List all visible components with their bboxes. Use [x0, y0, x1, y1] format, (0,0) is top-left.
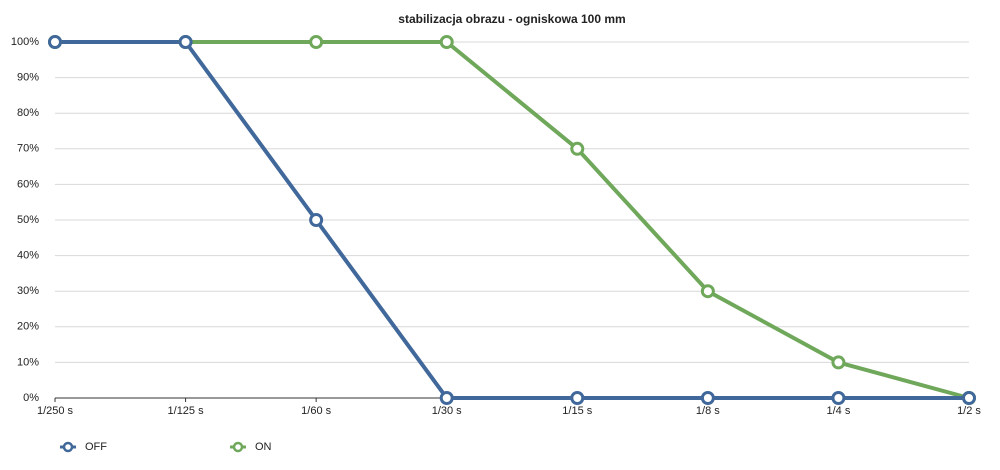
- legend-label: ON: [255, 441, 272, 453]
- y-tick-label: 70%: [17, 143, 39, 155]
- x-tick-label: 1/125 s: [168, 405, 205, 417]
- data-point: [178, 35, 193, 49]
- data-point: [962, 391, 976, 405]
- y-tick-label: 20%: [17, 321, 39, 333]
- y-tick-label: 0%: [23, 392, 39, 404]
- data-point: [700, 284, 715, 299]
- y-tick-label: 30%: [17, 285, 39, 297]
- x-tick-label: 1/8 s: [696, 405, 720, 417]
- x-tick-label: 1/2 s: [957, 405, 981, 417]
- data-point: [570, 141, 585, 156]
- data-point: [309, 213, 324, 227]
- data-point: [439, 35, 454, 49]
- x-tick-label: 1/15 s: [562, 405, 592, 417]
- series-line: [55, 40, 969, 400]
- y-tick-label: 60%: [17, 178, 39, 190]
- data-point: [831, 355, 846, 370]
- data-point: [48, 35, 62, 49]
- y-tick-label: 40%: [17, 250, 39, 262]
- data-point: [831, 391, 846, 405]
- data-point: [700, 391, 715, 405]
- x-tick-label: 1/30 s: [432, 405, 462, 417]
- data-point: [570, 391, 585, 405]
- y-tick-label: 10%: [17, 356, 39, 368]
- data-point: [439, 391, 454, 405]
- chart-title: stabilizacja obrazu - ogniskowa 100 mm: [398, 12, 625, 26]
- legend-label: OFF: [85, 441, 107, 453]
- y-tick-label: 80%: [17, 107, 39, 119]
- data-point: [309, 35, 324, 49]
- y-tick-label: 50%: [17, 214, 39, 226]
- y-tick-label: 90%: [17, 72, 39, 84]
- legend-marker: [232, 441, 244, 453]
- x-tick-label: 1/60 s: [301, 405, 331, 417]
- series-line: [55, 40, 970, 400]
- legend-marker: [62, 441, 74, 453]
- x-tick-label: 1/250 s: [37, 405, 74, 417]
- y-tick-label: 100%: [11, 36, 39, 48]
- x-tick-label: 1/4 s: [826, 405, 850, 417]
